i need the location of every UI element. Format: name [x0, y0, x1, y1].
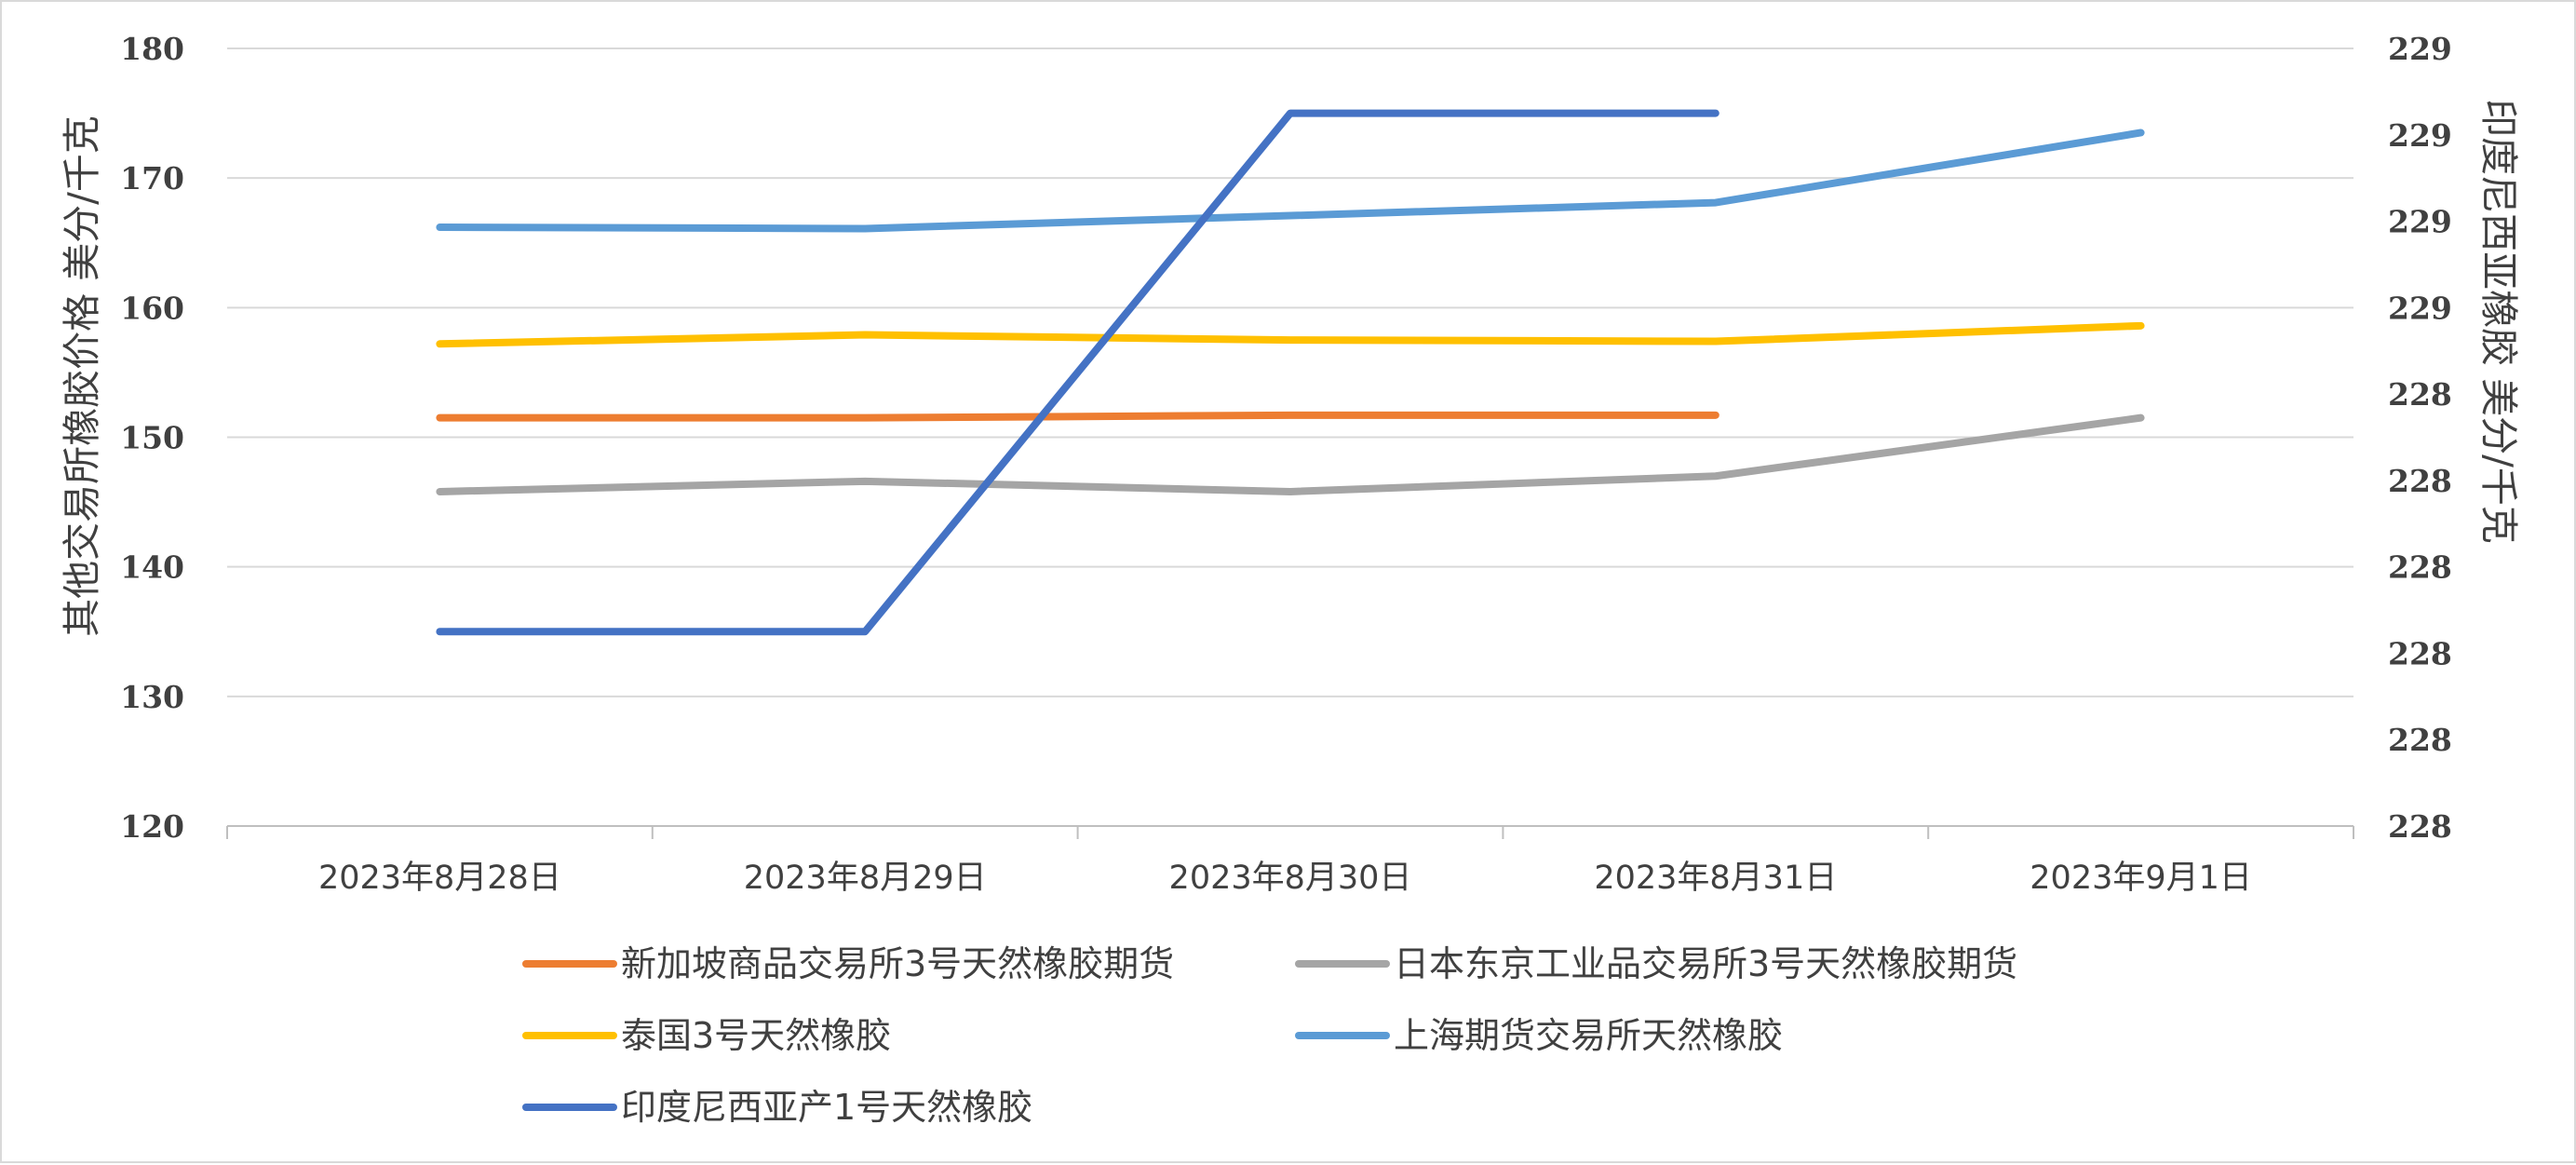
x-tick-label: 2023年8月28日 — [318, 860, 561, 897]
y2-tick-label: 228 — [2388, 635, 2452, 671]
series-line — [436, 411, 1720, 422]
legend: 新加坡商品交易所3号天然橡胶期货 日本东京工业品交易所3号天然橡胶期货泰国3号天然… — [522, 943, 2017, 1128]
y-tick-label: 160 — [120, 290, 184, 326]
y2-tick-label: 228 — [2388, 376, 2452, 413]
y2-tick-label: 229 — [2388, 31, 2452, 67]
x-tick-label: 2023年8月31日 — [1594, 860, 1837, 897]
legend-label: 上海期货交易所天然橡胶 — [1394, 1015, 1783, 1056]
series-line — [436, 321, 2145, 348]
y-tick-label: 120 — [120, 808, 184, 845]
x-tick-label: 2023年8月30日 — [1169, 860, 1412, 897]
y-tick-label: 130 — [120, 679, 184, 715]
y2-axis-title: 印度尼西亚橡胶 美分/千克 — [2476, 99, 2521, 544]
legend-label: 泰国3号天然橡胶 — [621, 1015, 891, 1056]
y-tick-label: 170 — [120, 160, 184, 196]
y2-tick-label: 228 — [2388, 549, 2452, 586]
y-tick-label: 180 — [120, 31, 184, 67]
y2-tick-label: 228 — [2388, 808, 2452, 845]
series-lines — [436, 109, 2145, 636]
y2-tick-label: 229 — [2388, 117, 2452, 154]
y-axis-title: 其他交易所橡胶价格 美分/千克 — [60, 115, 104, 637]
legend-label: 新加坡商品交易所3号天然橡胶期货 — [621, 943, 1174, 984]
series-line — [436, 129, 2145, 233]
y-tick-label: 150 — [120, 420, 184, 456]
axes: 120 130 140 150 160 170 180 228 228 228 228 228 228 2… — [120, 31, 2452, 897]
x-tick-label: 2023年9月1日 — [2030, 860, 2252, 897]
legend-label: 日本东京工业品交易所3号天然橡胶期货 — [1394, 943, 2017, 984]
y2-tick-label: 228 — [2388, 463, 2452, 499]
gridlines — [227, 47, 2353, 698]
y2-tick-label: 229 — [2388, 290, 2452, 326]
y2-tick-label: 229 — [2388, 204, 2452, 240]
x-tick-label: 2023年8月29日 — [744, 860, 987, 897]
legend-label: 印度尼西亚产1号天然橡胶 — [621, 1087, 1032, 1128]
series-line — [436, 109, 1720, 636]
y2-tick-label: 228 — [2388, 722, 2452, 758]
series-line — [436, 413, 2145, 495]
y-tick-label: 140 — [120, 549, 184, 586]
